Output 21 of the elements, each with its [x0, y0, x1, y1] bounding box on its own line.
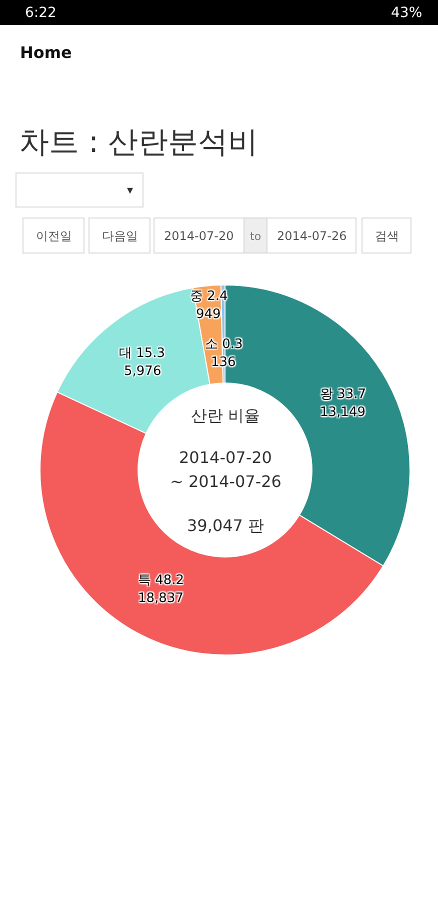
- data-label: 13,149: [320, 405, 366, 420]
- text: 산란 비율: [191, 406, 260, 425]
- slice-label: 왕 33.7: [320, 387, 366, 402]
- text: Home: [20, 43, 72, 62]
- text: 43%: [391, 5, 422, 21]
- text: 2014-07-26: [277, 229, 347, 243]
- slice-label: 대 15.3: [119, 346, 166, 361]
- text: 검색: [375, 229, 399, 243]
- slice-label: 특 48.2: [138, 573, 184, 588]
- text: 다음일: [102, 229, 138, 243]
- text: 2014-07-20: [179, 448, 272, 467]
- data-label: 18,837: [138, 591, 184, 606]
- chart-title: 차트 : 산란분석비: [19, 125, 258, 160]
- text: 이전일: [36, 229, 72, 243]
- text: 2014-07-20: [164, 229, 234, 243]
- text: ~ 2014-07-26: [170, 472, 282, 491]
- text: 39,047 판: [187, 516, 264, 535]
- text: 6:22: [25, 5, 56, 21]
- data-label: 5,976: [124, 364, 162, 379]
- text: to: [250, 230, 262, 243]
- text: ▾: [127, 183, 134, 197]
